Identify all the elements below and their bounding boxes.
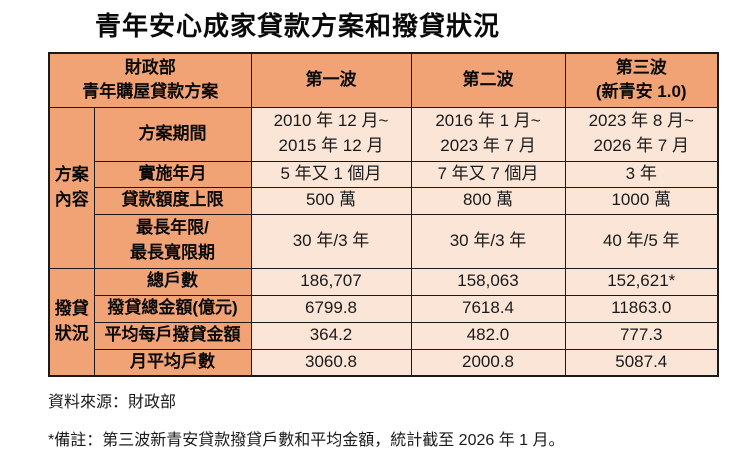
data-cell: 2023 年 8 月~ 2026 年 7 月 <box>564 106 719 162</box>
data-cell: 1000 萬 <box>564 186 719 215</box>
page-title: 青年安心成家貸款方案和撥貸狀況 <box>95 11 501 41</box>
corner-header-cell: 財政部 青年購屋貸款方案 <box>48 52 252 108</box>
row-label: 方案期間 <box>93 106 252 162</box>
data-cell: 500 萬 <box>250 186 412 215</box>
row-label: 總戶數 <box>93 267 252 296</box>
data-cell: 11863.0 <box>564 294 719 323</box>
table-row: 撥貸總金額(億元) 6799.8 7618.4 11863.0 <box>49 294 719 323</box>
table-row: 貸款額度上限 500 萬 800 萬 1000 萬 <box>49 186 719 215</box>
data-cell: 7 年又 7 個月 <box>410 160 566 188</box>
row-label: 撥貸總金額(億元) <box>93 294 252 323</box>
row-label: 貸款額度上限 <box>93 186 252 215</box>
data-cell: 482.0 <box>410 321 566 350</box>
data-cell: 2010 年 12 月~ 2015 年 12 月 <box>250 106 412 162</box>
group-label-plan-content: 方案 內容 <box>48 106 95 269</box>
data-cell: 152,621* <box>564 267 719 296</box>
group-label-disbursement-status: 撥貸 狀況 <box>48 267 95 377</box>
footnote-text: *備註：第三波新青安貸款撥貸戶數和平均金額，統計截至 2026 年 1 月。 <box>48 432 565 449</box>
data-cell: 364.2 <box>250 321 412 350</box>
data-cell: 30 年/3 年 <box>410 213 566 269</box>
row-label: 最長年限/ 最長寬限期 <box>93 213 252 269</box>
data-cell: 40 年/5 年 <box>564 213 719 269</box>
table-row: 撥貸 狀況 總戶數 186,707 158,063 152,621* <box>48 267 719 377</box>
wave2-header-cell: 第二波 <box>410 52 566 108</box>
row-label: 平均每戶撥貸金額 <box>93 321 252 350</box>
table-row: 方案 內容 方案期間 2010 年 12 月~ 2015 年 12 月 2016… <box>48 106 719 269</box>
table-row: 月平均戶數 3060.8 2000.8 5087.4 <box>49 348 719 377</box>
row-label: 實施年月 <box>93 160 252 188</box>
loan-program-table: 財政部 青年購屋貸款方案 第一波 第二波 第三波 (新青安 1.0) 方案 內容… <box>48 52 719 377</box>
data-cell: 3060.8 <box>250 348 412 377</box>
table-row: 實施年月 5 年又 1 個月 7 年又 7 個月 3 年 <box>49 160 719 188</box>
data-cell-highlighted: 777.3 <box>564 321 719 350</box>
data-cell: 5 年又 1 個月 <box>250 160 412 188</box>
data-cell: 3 年 <box>564 160 719 188</box>
data-cell: 158,063 <box>410 267 566 296</box>
table-header-row: 財政部 青年購屋貸款方案 第一波 第二波 第三波 (新青安 1.0) <box>48 52 719 108</box>
data-source-text: 資料來源：財政部 <box>48 394 177 411</box>
row-label: 月平均戶數 <box>93 348 252 377</box>
data-cell: 7618.4 <box>410 294 566 323</box>
data-cell: 2016 年 1 月~ 2023 年 7 月 <box>410 106 566 162</box>
wave3-header-cell: 第三波 (新青安 1.0) <box>564 52 719 108</box>
data-cell: 800 萬 <box>410 186 566 215</box>
data-cell: 2000.8 <box>410 348 566 377</box>
data-cell: 30 年/3 年 <box>250 213 412 269</box>
wave1-header-cell: 第一波 <box>250 52 412 108</box>
table-row: 最長年限/ 最長寬限期 30 年/3 年 30 年/3 年 40 年/5 年 <box>49 213 719 269</box>
data-cell-highlighted: 5087.4 <box>564 348 719 377</box>
table-row: 平均每戶撥貸金額 364.2 482.0 777.3 <box>49 321 719 350</box>
data-cell: 186,707 <box>250 267 412 296</box>
data-cell: 6799.8 <box>250 294 412 323</box>
